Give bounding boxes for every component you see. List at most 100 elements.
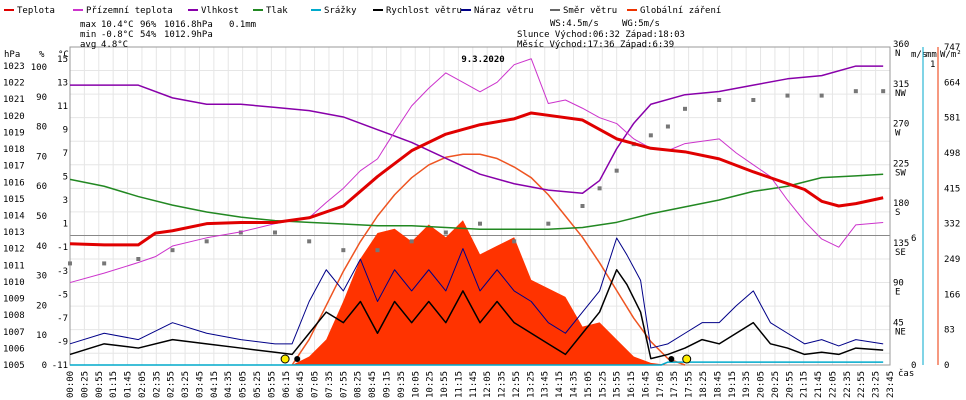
x-tick-label: 00:00 (66, 371, 76, 398)
temp-tick-label: 9 (63, 125, 68, 135)
stat-humidity: 54% (140, 30, 157, 40)
hpa-tick-label: 1008 (3, 311, 25, 321)
pct-tick-label: 30 (36, 272, 47, 282)
x-tick-label: 22:55 (857, 371, 867, 398)
x-tick-label: 07:05 (311, 371, 321, 398)
wind-direction-point (881, 89, 886, 94)
info-ws: WS:4.5m/s (550, 19, 599, 29)
pct-tick-label: 20 (36, 301, 47, 311)
mm-axis-title: mm (926, 50, 937, 60)
wind-direction-point (819, 93, 824, 98)
moonrise-marker (668, 356, 675, 362)
wm-tick-label: 83 (944, 326, 955, 336)
pct-tick-label: 70 (36, 152, 47, 162)
pct-tick-label: 100 (31, 63, 47, 73)
legend-label: Směr větru (563, 6, 617, 16)
pct-tick-label: 90 (36, 93, 47, 103)
x-tick-label: 11:15 (454, 371, 464, 398)
stat-pressure: 1012.9hPa (164, 30, 213, 40)
temp-tick-label: 7 (63, 149, 68, 159)
wind-direction-point (170, 248, 175, 253)
wm-tick-label: 0 (944, 361, 949, 371)
x-tick-label: 07:55 (339, 371, 349, 398)
pct-axis-title: % (39, 50, 45, 60)
wm-tick-label: 166 (944, 290, 960, 300)
wind-direction-point (238, 230, 243, 235)
x-tick-label: 01:45 (124, 371, 134, 398)
stat-label: min (80, 30, 96, 40)
x-tick-label: 08:45 (368, 371, 378, 398)
x-tick-label: 15:55 (613, 371, 623, 398)
hpa-tick-label: 1015 (3, 195, 25, 205)
stat-rain: 0.1mm (229, 20, 256, 30)
x-tick-label: 10:55 (440, 371, 450, 398)
hpa-tick-label: 1017 (3, 162, 25, 172)
hpa-tick-label: 1016 (3, 178, 25, 188)
dir-tick-deg: 225 (893, 159, 909, 169)
pct-tick-label: 10 (36, 331, 47, 341)
dir-tick-label: E (895, 288, 900, 298)
pct-tick-label: 40 (36, 242, 47, 252)
sunset-marker (682, 354, 692, 364)
wind-direction-point (341, 248, 346, 253)
hpa-tick-label: 1021 (3, 95, 25, 105)
hpa-tick-label: 1020 (3, 112, 25, 122)
x-tick-label: 16:15 (627, 371, 637, 398)
wind-gust-line (69, 237, 884, 349)
temp-tick-label: 15 (57, 55, 68, 65)
x-axis: 00:00 00:25 00:55 01:15 01:45 02:05 02:35 02:55… (66, 371, 896, 398)
hpa-tick-label: 1010 (3, 278, 25, 288)
wind-direction-point (665, 124, 670, 129)
dir-tick-deg: 360 (893, 40, 909, 50)
temp-tick-label: 5 (63, 173, 68, 183)
x-tick-label: 00:25 (80, 371, 90, 398)
legend-label: Globální záření (640, 6, 721, 16)
x-tick-label: 14:15 (555, 371, 565, 398)
temp-tick-label: 1 (63, 220, 68, 230)
x-tick-label: 05:05 (239, 371, 249, 398)
x-tick-label: 21:15 (800, 371, 810, 398)
x-tick-label: 11:45 (469, 371, 479, 398)
x-tick-label: 12:35 (498, 371, 508, 398)
wind-direction-point (717, 98, 722, 102)
stat-temp: -0.8°C (101, 30, 134, 40)
x-tick-label: 13:25 (526, 371, 536, 398)
x-tick-label: 09:35 (397, 371, 407, 398)
dir-tick-label: N (895, 49, 900, 59)
x-tick-label: 10:05 (411, 371, 421, 398)
temp-tick-label: -3 (57, 267, 68, 277)
hpa-tick-label: 1011 (3, 261, 25, 271)
x-tick-label: 23:25 (872, 371, 882, 398)
stat-label: avg (80, 40, 96, 50)
x-tick-label: 02:55 (167, 371, 177, 398)
x-tick-label: 12:55 (512, 371, 522, 398)
temp-tick-label: -5 (57, 290, 68, 300)
x-tick-label: 19:15 (728, 371, 738, 398)
legend: Teplota Přízemní teplota Vlhkost Tlak Srážky… (4, 6, 721, 16)
wm-tick-label: 498 (944, 149, 960, 159)
x-tick-label: 17:35 (670, 371, 680, 398)
x-tick-label: 20:55 (785, 371, 795, 398)
info-sun: Slunce Východ:06:32 Západ:18:03 (517, 30, 685, 40)
temp-tick-label: -11 (52, 361, 68, 371)
pct-tick-label: 60 (36, 182, 47, 192)
wm-tick-label: 415 (944, 184, 960, 194)
x-tick-label: 05:55 (267, 371, 277, 398)
wm-axis-title: W/m² (940, 50, 962, 60)
x-tick-label: 03:25 (181, 371, 191, 398)
temp-tick-label: 3 (63, 196, 68, 206)
x-tick-label: 01:15 (109, 371, 119, 398)
x-tick-label: 22:05 (828, 371, 838, 398)
stat-pressure: 1016.8hPa (164, 20, 213, 30)
time-axis-title: čas (898, 368, 914, 379)
humidity-line (70, 65, 884, 195)
dir-tick-label: NW (895, 89, 906, 99)
x-tick-label: 23:45 (886, 371, 896, 398)
chart-title: 9.3.2020 (461, 55, 504, 65)
ms-axis-title: m/s (911, 50, 927, 60)
wind-direction-point (102, 261, 107, 266)
wind-direction-point (375, 248, 380, 253)
wind-direction-point (512, 239, 517, 244)
wind-direction-point (853, 89, 858, 94)
x-tick-label: 02:05 (138, 371, 148, 398)
